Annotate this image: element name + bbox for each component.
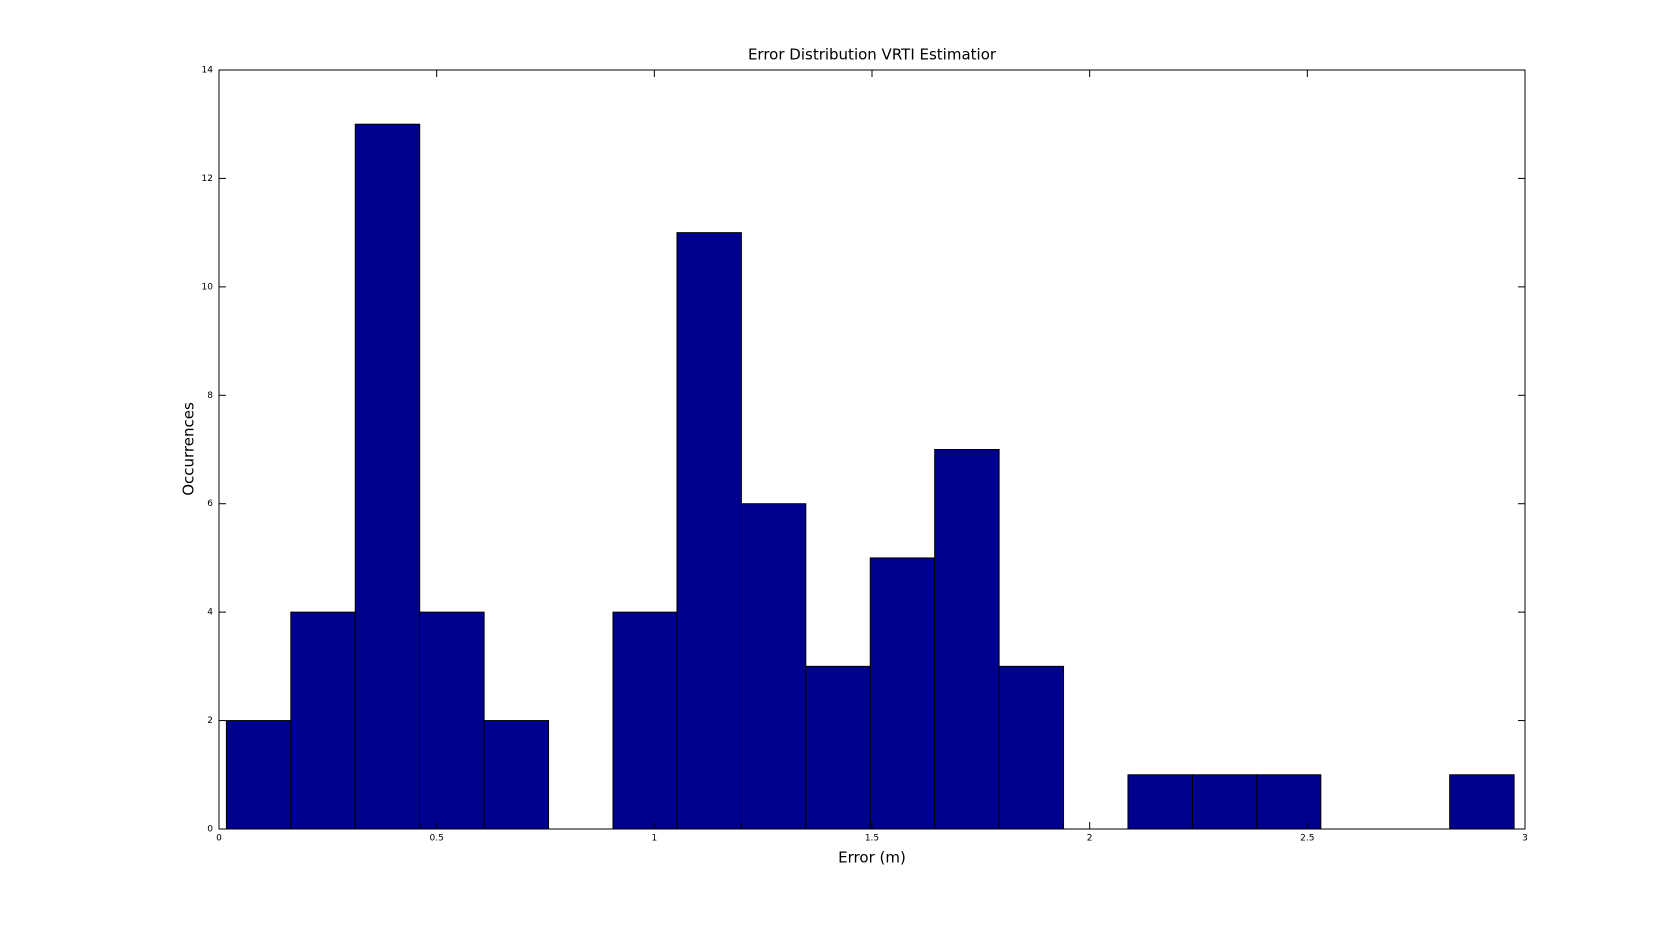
bar: [612, 611, 678, 830]
y-tick-label: 10: [202, 282, 214, 292]
bar: [869, 557, 936, 830]
x-tick-label: 1.5: [865, 834, 879, 844]
bar: [225, 720, 292, 830]
bar: [1256, 774, 1322, 830]
bar: [676, 232, 742, 830]
y-tick-label: 14: [202, 66, 214, 76]
y-tick-label: 6: [207, 499, 213, 509]
bar: [419, 611, 485, 830]
y-tick-label: 12: [202, 174, 213, 184]
bar: [290, 611, 356, 830]
bar: [740, 503, 807, 830]
bar: [354, 123, 421, 830]
bar: [1191, 774, 1258, 830]
y-tick-label: 4: [207, 608, 213, 618]
bar: [998, 665, 1065, 830]
x-tick-label: 2.5: [1300, 834, 1314, 844]
x-tick-label: 2: [1087, 834, 1093, 844]
y-tick-label: 2: [207, 716, 213, 726]
bar: [805, 665, 871, 830]
x-tick-label: 0.5: [430, 834, 444, 844]
y-tick-label: 0: [207, 825, 213, 835]
bar: [483, 720, 550, 830]
x-tick-label: 3: [1522, 834, 1528, 844]
bar: [934, 449, 1000, 830]
x-tick-label: 0: [216, 834, 222, 844]
y-tick-label: 8: [207, 391, 213, 401]
chart-title: Error Distribution VRTI Estimatior: [748, 46, 997, 64]
bar: [1127, 774, 1193, 830]
bar: [1449, 774, 1515, 830]
x-tick-label: 1: [651, 834, 657, 844]
y-axis-label: Occurrences: [180, 402, 198, 496]
x-axis-label: Error (m): [838, 849, 906, 867]
